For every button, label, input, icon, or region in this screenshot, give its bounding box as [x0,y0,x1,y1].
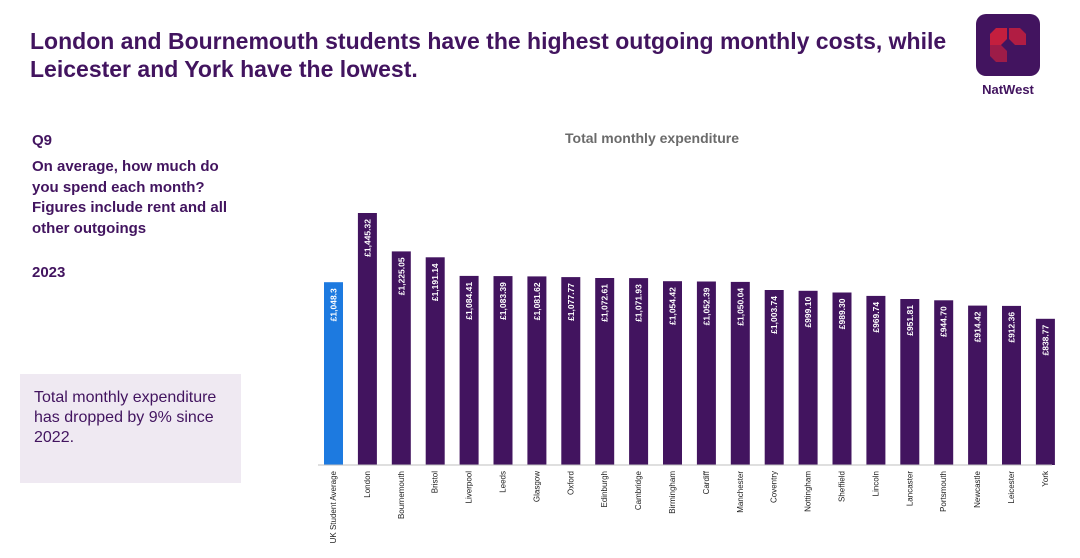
bar-london [357,213,377,465]
bar-bournemouth [391,251,411,465]
tick-label-cambridge: Cambridge [634,470,643,510]
bar-sheffield [832,292,852,465]
tick-label-sheffield: Sheffield [838,471,847,502]
question-number: Q9 [32,132,53,149]
data-label-lincoln: £969.74 [871,302,881,333]
tick-label-york: York [1041,470,1050,487]
bar-lancaster [900,299,920,465]
data-label-uk-student-average: £1,048.3 [329,288,339,321]
tick-label-lancaster: Lancaster [905,471,914,506]
chart-bars: £1,048.3 £1,445.32 £1,225.05 £1,191.14 £1,08… [324,213,1055,465]
bar-cambridge [629,278,649,465]
bar-bristol [425,257,445,465]
tick-label-leicester: Leicester [1007,471,1016,504]
bar-coventry [764,290,784,465]
bar-portsmouth [934,300,954,465]
brand-name: NatWest [982,82,1034,97]
tick-label-lincoln: Lincoln [871,471,880,496]
tick-label-coventry: Coventry [770,471,779,503]
bar-edinburgh [595,278,615,465]
data-label-manchester: £1,050.04 [735,288,745,326]
data-label-oxford: £1,077.77 [566,283,576,321]
data-label-nottingham: £999.10 [803,297,813,328]
page-headline: London and Bournemouth students have the… [30,28,947,82]
bar-uk-student-average [324,282,343,465]
data-label-cardiff: £1,052.39 [701,287,711,325]
data-label-liverpool: £1,084.41 [464,282,474,320]
tick-label-cardiff: Cardiff [702,470,711,494]
data-label-glasgow: £1,081.62 [532,282,542,320]
bar-oxford [561,277,581,465]
tick-label-leeds: Leeds [499,471,508,493]
tick-label-portsmouth: Portsmouth [939,471,948,512]
question-year: 2023 [32,264,66,281]
bar-nottingham [798,290,818,465]
bar-leeds [493,276,513,465]
data-label-london: £1,445.32 [362,219,372,257]
tick-label-birmingham: Birmingham [668,471,677,514]
tick-label-newcastle: Newcastle [973,470,982,507]
tick-label-liverpool: Liverpool [465,471,474,504]
data-label-birmingham: £1,054.42 [668,287,678,325]
question-text: On average, how much do you spend each m… [32,158,228,237]
tick-label-bournemouth: Bournemouth [397,471,406,519]
data-label-sheffield: £989.30 [837,298,847,329]
tick-label-uk-student-average: UK Student Average [329,470,338,543]
tick-label-london: London [363,471,372,498]
tick-label-manchester: Manchester [736,471,745,513]
bar-lincoln [866,295,886,465]
data-label-leicester: £912.36 [1007,312,1017,343]
tick-label-edinburgh: Edinburgh [600,471,609,507]
insight-note-text: Total monthly expenditure has dropped by… [34,389,217,446]
data-label-cambridge: £1,071.93 [634,284,644,322]
data-label-lancaster: £951.81 [905,305,915,336]
bar-manchester [730,281,750,465]
bar-birmingham [663,281,682,465]
bar-liverpool [459,275,479,465]
data-label-bournemouth: £1,225.05 [396,257,406,295]
data-label-newcastle: £914.42 [973,311,983,342]
data-label-portsmouth: £944.70 [939,306,949,337]
bar-newcastle [968,305,988,465]
bar-leicester [1002,305,1021,465]
bar-glasgow [527,276,547,465]
chart-title: Total monthly expenditure [565,130,739,146]
bar-york [1035,318,1055,465]
data-label-coventry: £1,003.74 [769,296,779,334]
data-label-edinburgh: £1,072.61 [600,284,610,322]
bar-cardiff [696,281,716,465]
tick-label-glasgow: Glasgow [532,471,541,502]
natwest-logo-icon [976,14,1040,76]
data-label-york: £838.77 [1040,324,1050,355]
tick-label-nottingham: Nottingham [804,471,813,512]
tick-label-oxford: Oxford [566,471,575,495]
x-tick-labels: UK Student Average London Bournemouth Brist… [329,470,1050,543]
insight-note-box: Total monthly expenditure has dropped by… [20,374,241,483]
data-label-leeds: £1,083.39 [498,282,508,320]
tick-label-bristol: Bristol [431,471,440,493]
data-label-bristol: £1,191.14 [430,263,440,301]
